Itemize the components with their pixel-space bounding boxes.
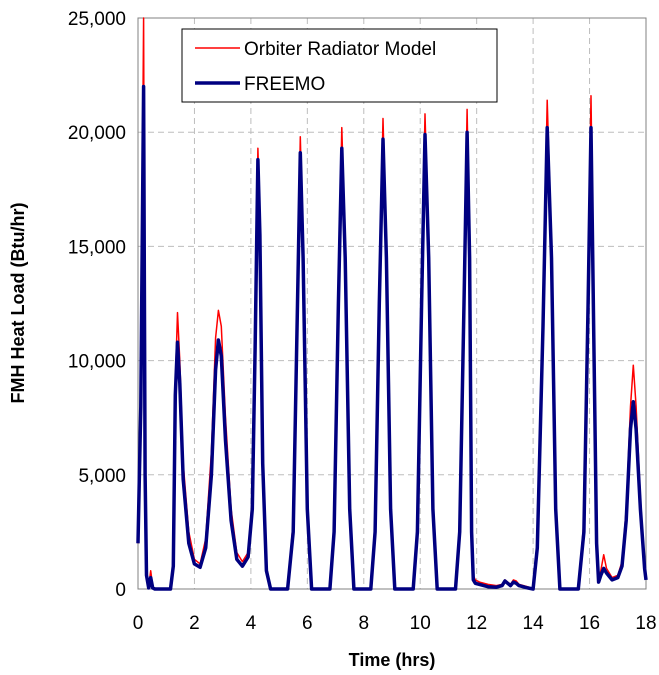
y-tick-label: 5,000 (78, 466, 126, 487)
x-tick-label: 12 (466, 613, 487, 634)
y-tick-label: 0 (115, 580, 126, 601)
y-axis-ticks: 0 5,000 10,000 15,000 20,000 25,000 (68, 9, 126, 601)
x-tick-label: 0 (133, 613, 144, 634)
x-tick-label: 18 (635, 613, 656, 634)
series-lines (136, 17, 648, 591)
y-tick-label: 10,000 (68, 352, 126, 373)
y-axis-title: FMH Heat Load (Btu/hr) (8, 203, 28, 404)
x-axis-ticks: 0 2 4 6 8 10 12 14 16 18 (133, 613, 657, 634)
x-tick-label: 2 (189, 613, 200, 634)
x-tick-label: 6 (302, 613, 313, 634)
x-tick-label: 4 (246, 613, 257, 634)
x-tick-label: 8 (358, 613, 369, 634)
legend-label-orbiter: Orbiter Radiator Model (244, 39, 436, 60)
y-tick-label: 20,000 (68, 123, 126, 144)
y-tick-label: 15,000 (68, 237, 126, 258)
legend-label-freemo: FREEMO (244, 74, 325, 95)
plot-area (137, 17, 647, 590)
legend: Orbiter Radiator Model FREEMO (181, 28, 498, 103)
y-tick-label: 25,000 (68, 9, 126, 30)
x-axis-title: Time (hrs) (349, 650, 436, 670)
x-tick-label: 16 (579, 613, 600, 634)
series-line-freemo (136, 84, 648, 591)
legend-box (181, 28, 498, 103)
x-tick-label: 10 (410, 613, 431, 634)
x-tick-label: 14 (523, 613, 545, 634)
